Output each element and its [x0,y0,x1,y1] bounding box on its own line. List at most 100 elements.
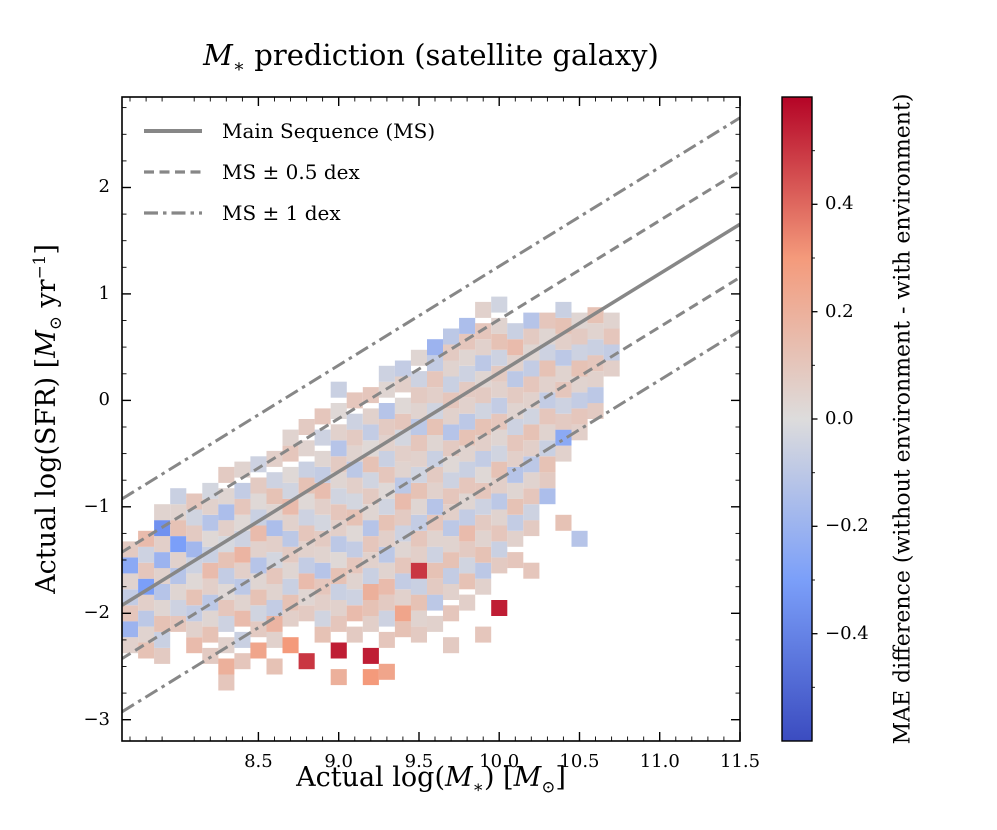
heatmap-cell [250,642,267,659]
heatmap-cell [507,419,524,435]
heatmap-cell [427,339,444,356]
heatmap-cell [507,498,524,515]
heatmap-cell [378,466,395,483]
heatmap-cell [410,403,427,419]
heatmap-cell [491,541,508,558]
colorbar-tick-label: 0.4 [825,193,854,215]
heatmap-cell [475,482,492,499]
heatmap-cell [539,408,556,425]
heatmap-cell [202,578,219,595]
heatmap-cell [459,573,476,590]
axes-frame [121,96,741,742]
heatmap-cell [330,642,347,659]
heatmap-cell [282,445,299,462]
heatmap-cell [587,355,604,372]
heatmap-cell [138,578,155,595]
heatmap-cell [491,296,508,313]
heatmap-cell [555,333,572,350]
colorbar-tick-label: −0.2 [825,515,869,537]
heatmap-cell [330,552,347,569]
heatmap-cell [346,605,363,622]
heatmap-cell [298,440,315,457]
x-axis-label: Actual log(M∗) [M⊙] [296,762,566,797]
heatmap-cell [378,365,395,382]
heatmap-cell [443,536,460,553]
heatmap-cell [250,541,267,558]
heatmap-cell [475,339,492,356]
heatmap-cell [459,509,476,526]
heatmap-cell [459,461,476,478]
heatmap-cell [362,504,379,521]
heatmap-cell [314,626,331,643]
heatmap-cell [459,541,476,558]
heatmap-cell [266,658,283,675]
heatmap-cell [523,520,540,537]
heatmap-cell [122,541,139,558]
heatmap-cell [378,578,395,595]
heatmap-cell [218,520,235,537]
heatmap-cell [186,525,203,542]
heatmap-cell [282,514,299,531]
heatmap-cell [443,488,460,505]
heatmap-cell [378,631,395,648]
heatmap-cell [154,504,171,521]
heatmap-cell [378,419,395,435]
heatmap-cell [202,482,219,499]
heatmap-cell [250,525,267,542]
heatmap-cell [266,488,283,505]
heatmap-cell [346,413,363,430]
heatmap-cell [491,445,508,462]
heatmap-cell [475,355,492,372]
heatmap-cell [330,615,347,632]
legend-item-ms-one-dex: MS ± 1 dex [142,192,435,233]
heatmap-cell [427,355,444,372]
heatmap-cell [346,525,363,542]
heatmap-cell [443,520,460,537]
heatmap-cell [555,445,572,462]
heatmap-cell [378,610,395,627]
heatmap-cell [459,477,476,494]
heatmap-cell [362,568,379,584]
heatmap-cell [475,530,492,547]
heatmap-cell [394,360,411,377]
heatmap-cell [378,562,395,579]
heatmap-cell [394,509,411,526]
heatmap-cell [138,626,155,643]
heatmap-cell [507,371,524,388]
heatmap-cell [298,509,315,526]
heatmap-cell [170,488,187,505]
heatmap-cell [250,509,267,526]
heatmap-cell [346,509,363,526]
y-tick-label: 2 [98,176,110,198]
heatmap-cell [443,584,460,600]
heatmap-cell [394,413,411,430]
heatmap-cell [394,541,411,558]
heatmap-cell [314,562,331,579]
heatmap-cell [571,392,588,409]
heatmap-cell [362,615,379,632]
ms-line-offset--1 [122,329,740,714]
heatmap-cell [443,424,460,441]
heatmap-cell [282,466,299,483]
heatmap-cell [491,429,508,446]
heatmap-cell [475,387,492,404]
heatmap-cell [443,344,460,361]
heatmap-cell [218,658,235,675]
heatmap-cell [459,413,476,430]
heatmap-cell [555,514,572,531]
heatmap-cell [491,600,508,616]
heatmap-cell [443,552,460,569]
heatmap-cell [154,552,171,569]
heatmap-cell [346,589,363,606]
heatmap-cell [314,429,331,446]
heatmap-cell [394,605,411,622]
heatmap-cell [394,493,411,510]
heatmap-cell [282,546,299,563]
heatmap-cell [410,562,427,579]
heatmap-cell [410,482,427,499]
heatmap-cell [555,301,572,318]
heatmap-cell [427,419,444,435]
y-tick-label: −1 [83,495,110,517]
heatmap-cell [186,621,203,638]
